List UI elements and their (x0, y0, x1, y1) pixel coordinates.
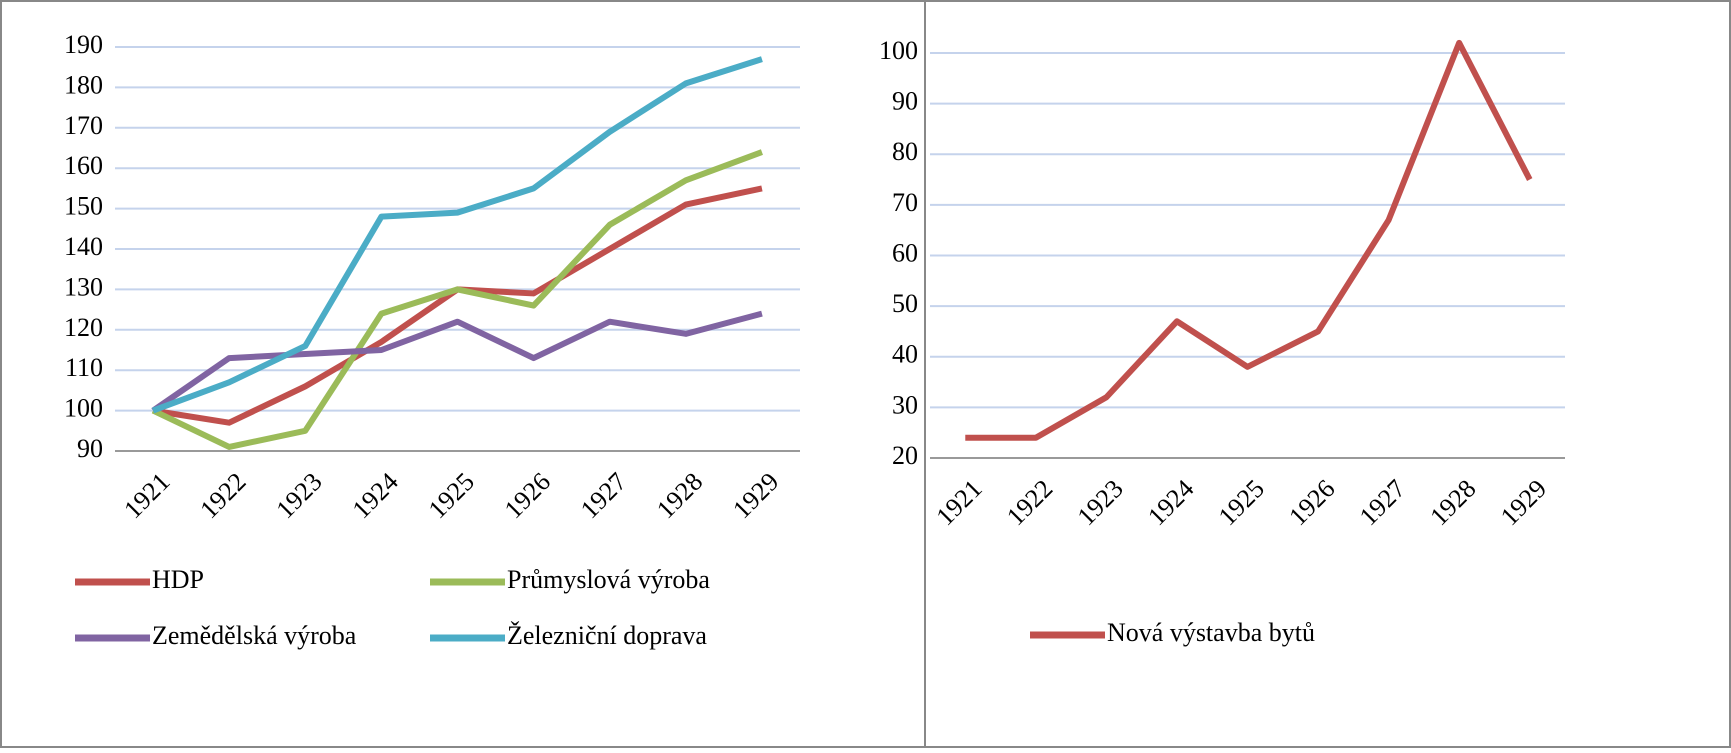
y-tick-label: 70 (892, 188, 918, 217)
y-tick-label: 30 (892, 390, 918, 419)
y-tick-label: 80 (892, 137, 918, 166)
y-tick-label: 130 (64, 272, 103, 301)
y-tick-label: 100 (879, 36, 918, 65)
y-tick-label: 90 (77, 434, 103, 463)
y-tick-label: 170 (64, 111, 103, 140)
y-tick-label: 160 (64, 151, 103, 180)
series-line (151, 310, 763, 414)
legend-label: Zemědělská výroba (152, 621, 357, 650)
y-tick-label: 140 (64, 232, 103, 261)
y-tick-label: 20 (892, 441, 918, 470)
legend-label: HDP (152, 565, 204, 594)
y-tick-label: 40 (892, 340, 918, 369)
series-line (965, 39, 1533, 441)
y-tick-label: 110 (65, 353, 103, 382)
y-tick-label: 90 (892, 87, 918, 116)
legend-label: Nová výstavba bytů (1107, 618, 1315, 647)
y-tick-label: 100 (64, 394, 103, 423)
legend-label: Průmyslová výroba (507, 565, 710, 594)
y-tick-label: 120 (64, 313, 103, 342)
series-line (152, 56, 763, 414)
y-tick-label: 60 (892, 238, 918, 267)
y-tick-label: 190 (64, 30, 103, 59)
y-tick-label: 150 (64, 192, 103, 221)
legend-label: Železniční doprava (507, 621, 707, 650)
y-tick-label: 180 (64, 70, 103, 99)
y-tick-label: 50 (892, 289, 918, 318)
series-line (151, 149, 763, 450)
